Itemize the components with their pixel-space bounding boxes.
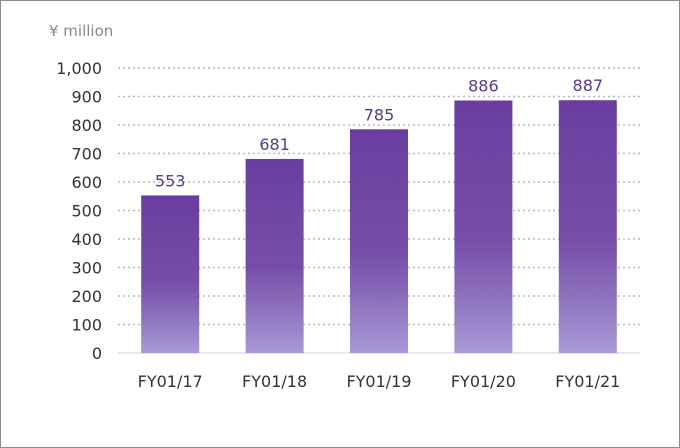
data-labels: 553 681 785 886 887 — [155, 76, 603, 190]
x-tick-label: FY01/18 — [242, 372, 307, 391]
bar — [141, 195, 200, 353]
bar — [558, 100, 617, 353]
bars — [141, 100, 617, 354]
data-label: 681 — [259, 135, 290, 154]
y-tick-label: 200 — [71, 287, 102, 306]
data-label: 785 — [364, 105, 395, 124]
y-tick-label: 500 — [71, 202, 102, 221]
x-tick-label: FY01/20 — [451, 372, 516, 391]
bar — [245, 158, 304, 353]
y-tick-label: 0 — [92, 344, 102, 363]
y-tick-label: 800 — [71, 116, 102, 135]
x-axis-ticks: FY01/17 FY01/18 FY01/19 FY01/20 FY01/21 — [138, 372, 621, 391]
y-tick-label: 700 — [71, 145, 102, 164]
data-label: 887 — [573, 76, 604, 95]
y-axis-ticks: 0 100 200 300 400 500 600 700 800 900 1,000 — [56, 59, 102, 363]
y-tick-label: 900 — [71, 88, 102, 107]
x-tick-label: FY01/17 — [138, 372, 203, 391]
data-label: 553 — [155, 171, 186, 190]
bar — [350, 129, 408, 353]
y-unit-label: ¥ million — [49, 22, 114, 40]
bar — [454, 100, 513, 354]
y-tick-label: 400 — [71, 230, 102, 249]
data-label: 886 — [468, 76, 499, 95]
x-tick-label: FY01/21 — [555, 372, 620, 391]
y-tick-label: 1,000 — [56, 59, 102, 78]
x-tick-label: FY01/19 — [346, 372, 411, 391]
y-tick-label: 300 — [71, 259, 102, 278]
y-tick-label: 600 — [71, 173, 102, 192]
y-tick-label: 100 — [71, 316, 102, 335]
